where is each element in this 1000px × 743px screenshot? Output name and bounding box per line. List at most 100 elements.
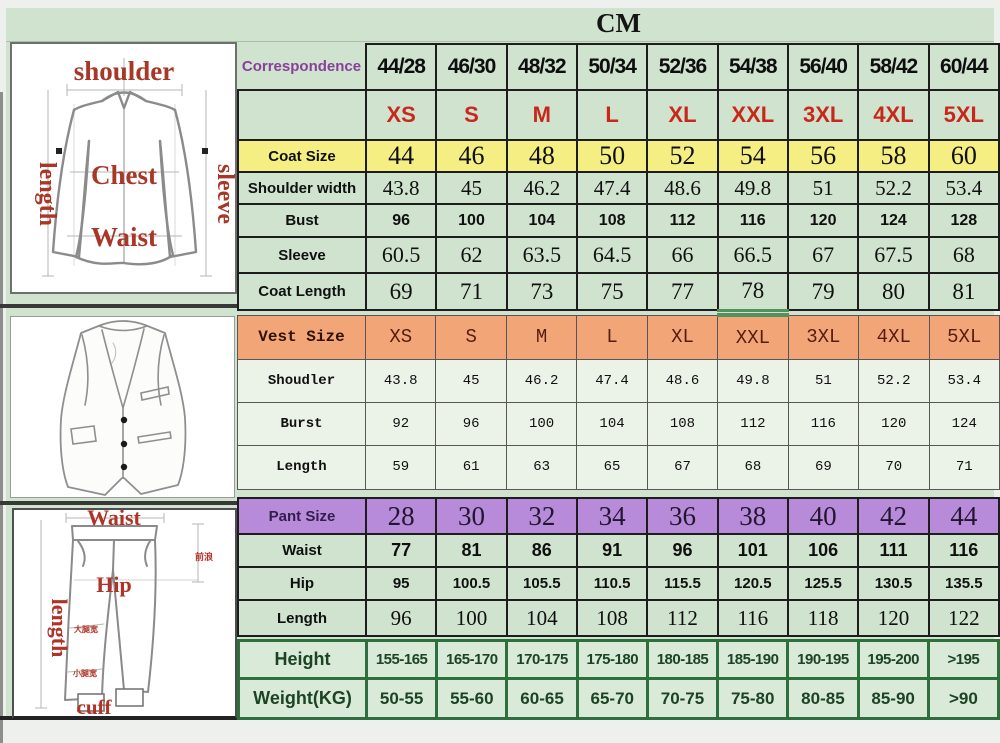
cell: 81 [435,533,508,568]
cell: 59 [364,444,437,490]
cell: 36 [646,497,719,535]
row-label: Bust [237,203,367,238]
cell: M [505,314,578,360]
row-label: Burst [237,401,366,446]
cell: 52.2 [857,171,930,205]
cell: 112 [717,401,789,446]
cell: >195 [926,639,1000,680]
cell: 55-60 [435,677,509,720]
cell: XXL [717,313,789,360]
table-row-height: Height 155-165 165-170 170-175 175-180 180-18… [237,639,1000,680]
cell: 135.5 [927,566,1000,601]
cell: 77 [364,533,438,568]
vest-line-drawing [59,320,187,496]
row-label: Sleeve [237,236,367,274]
cell: 67 [646,444,719,490]
cell: 155-165 [364,639,439,680]
cell: 51 [786,171,860,205]
cell: 48 [505,139,578,173]
table-row-sizes: XS S M L XL XXL 3XL 4XL 5XL [237,89,1000,141]
cell: 190-195 [786,639,860,680]
cell: 48.6 [646,171,719,205]
cell: 104 [505,599,578,637]
cell: XS [364,89,438,141]
cell: XL [646,314,719,360]
cell: 112 [646,599,719,637]
table-row-sleeve: Sleeve 60.5 62 63.5 64.5 66 66.5 67 67.5 68 [237,236,1000,274]
cell: 68 [717,444,789,490]
row-label: Pant Size [237,497,367,535]
pants-front-rise-note: 前浪 [195,551,213,562]
table-row-bust: Bust 96 100 104 108 112 116 120 124 128 [237,203,1000,238]
jacket-sleeve-label: sleeve [212,164,235,224]
cell: 71 [435,272,508,311]
cell: 80 [857,272,930,311]
cell: XL [646,89,719,141]
cell: 67.5 [857,236,930,274]
cell: 77 [646,272,719,311]
cell: 100 [505,401,578,446]
cell: 75 [575,272,649,311]
cell: S [435,89,508,141]
pants-waist-label: Waist [87,510,141,530]
table-row-waist: Waist 77 81 86 91 96 101 106 111 116 [237,533,1000,568]
cell: 86 [505,533,578,568]
cell: 100 [435,203,508,238]
cell: 115.5 [646,566,719,601]
cell: 70-75 [645,677,720,720]
table-row-vest-bust: Burst 92 96 100 104 108 112 116 120 124 [237,401,1000,446]
cell: 40 [786,497,860,535]
pants-hip-label: Hip [96,572,131,597]
cell: 60.5 [364,236,438,274]
cell: 46.2 [505,358,578,403]
cell: 111 [857,533,930,568]
cell: 54 [716,139,789,173]
body-size-table: Height 155-165 165-170 170-175 175-180 180-18… [237,639,1000,720]
table-row-vest-shoulder: Shoudler 43.8 45 46.2 47.4 48.6 49.8 51 52.2 53.4 [237,358,1000,403]
cell: 78 [716,272,789,312]
coat-size-table: Correspondence 44/28 46/30 48/32 50/34 52/36 5… [237,43,1000,312]
table-row-vest-length: Length 59 61 63 65 67 68 69 70 71 [237,444,1000,490]
cell: 5XL [928,314,1000,360]
row-label: Shoudler [237,358,366,403]
pants-calf-note: 小腿宽 [72,668,97,678]
table-row-weight: Weight(KG) 50-55 55-60 60-65 65-70 70-75 75-80… [237,677,1000,720]
cell: 92 [364,401,437,446]
cell: 47.4 [576,358,648,403]
cell: 62 [435,236,508,274]
jacket-length-label: length [34,162,60,226]
cell: 108 [575,203,649,238]
cell: 64.5 [575,236,649,274]
cell: 43.8 [364,358,437,403]
cell: 96 [364,599,438,637]
cell: 44/28 [364,43,438,91]
cell: 96 [646,533,719,568]
cell: 56 [786,139,860,173]
cell: 45 [435,171,508,205]
cell: L [575,89,649,141]
row-label: Length [237,599,367,637]
cell: 104 [576,401,648,446]
cell: 46.2 [505,171,578,205]
cell: 4XL [858,314,930,360]
cell: 96 [435,401,507,446]
cell: 49.8 [716,171,789,205]
row-label [237,89,367,141]
cell: 28 [364,497,438,535]
cell: 58 [857,139,930,173]
cell: 66.5 [716,236,789,274]
cell: 95 [364,566,438,601]
cell: 42 [857,497,930,535]
cell: 106 [786,533,860,568]
cell: 50-55 [364,677,439,720]
cell: 50/34 [575,43,649,91]
table-row-coat-size: Coat Size 44 46 48 50 52 54 56 58 60 [237,139,1000,173]
cell: 108 [646,401,719,446]
cell: 116 [787,401,860,446]
row-label: Waist [237,533,367,568]
cell: 68 [927,236,1000,274]
cell: 130.5 [857,566,930,601]
cell: 120 [786,203,860,238]
table-row-vest-size: Vest Size XS S M L XL XXL 3XL 4XL 5XL [237,313,1000,360]
